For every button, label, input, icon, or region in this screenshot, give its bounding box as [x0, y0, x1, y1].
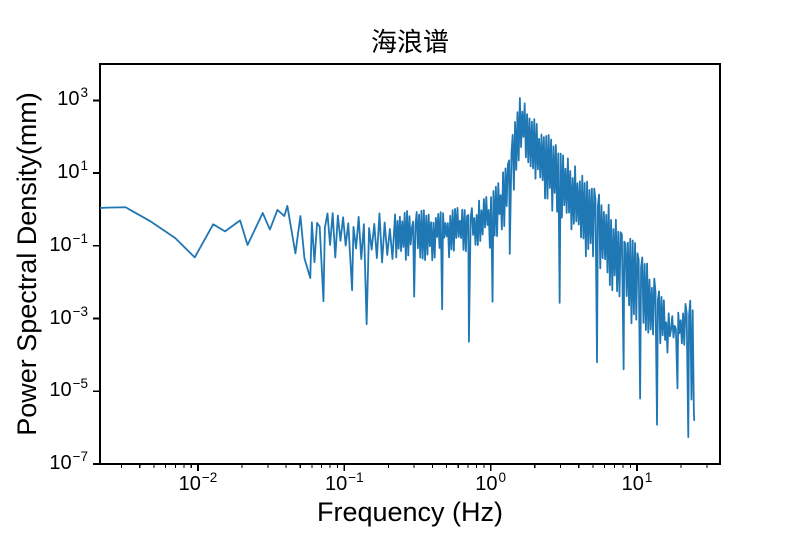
y-tick-label: 10−5	[49, 376, 88, 402]
y-tick-label: 10−1	[49, 230, 88, 256]
x-tick-label: 101	[621, 470, 653, 495]
y-ticks	[93, 99, 100, 465]
psd-line	[100, 97, 696, 438]
y-tick-label: 103	[57, 85, 88, 111]
y-tick-label: 10−7	[49, 449, 88, 474]
y-tick-label: 10−3	[49, 303, 88, 329]
x-tick-label: 100	[475, 470, 507, 495]
x-axis-label: Frequency (Hz)	[316, 497, 504, 527]
chart-title: 海浪谱	[370, 27, 449, 57]
x-tick-label: 10−2	[178, 470, 218, 495]
x-tick-label: 10−1	[325, 470, 364, 495]
y-tick-label: 101	[57, 158, 88, 184]
plot-border	[99, 63, 721, 465]
x-ticks	[120, 464, 708, 471]
